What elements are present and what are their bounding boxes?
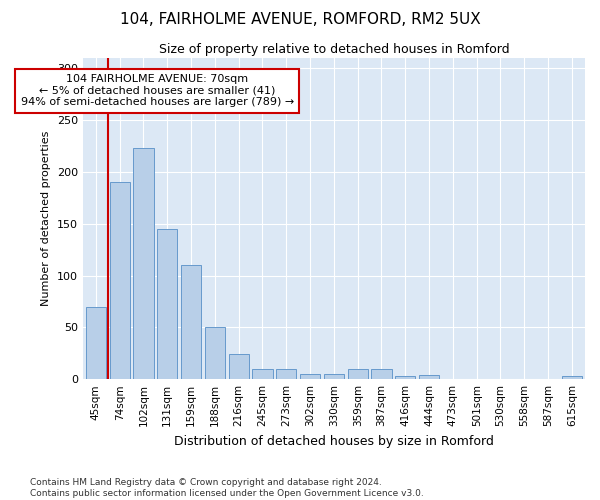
Bar <box>347 369 368 379</box>
Y-axis label: Number of detached properties: Number of detached properties <box>41 131 51 306</box>
Bar <box>86 306 106 379</box>
Bar <box>205 328 225 379</box>
Bar <box>229 354 249 379</box>
Bar <box>110 182 130 379</box>
Title: Size of property relative to detached houses in Romford: Size of property relative to detached ho… <box>158 42 509 56</box>
Bar <box>181 265 201 379</box>
Bar <box>276 369 296 379</box>
Bar <box>253 369 272 379</box>
Text: Contains HM Land Registry data © Crown copyright and database right 2024.
Contai: Contains HM Land Registry data © Crown c… <box>30 478 424 498</box>
Bar <box>371 369 392 379</box>
Bar <box>300 374 320 379</box>
Bar <box>157 229 178 379</box>
Bar <box>419 375 439 379</box>
Text: 104 FAIRHOLME AVENUE: 70sqm
← 5% of detached houses are smaller (41)
94% of semi: 104 FAIRHOLME AVENUE: 70sqm ← 5% of deta… <box>20 74 294 108</box>
Text: 104, FAIRHOLME AVENUE, ROMFORD, RM2 5UX: 104, FAIRHOLME AVENUE, ROMFORD, RM2 5UX <box>119 12 481 28</box>
Bar <box>133 148 154 379</box>
Bar <box>395 376 415 379</box>
Bar <box>562 376 582 379</box>
Bar <box>324 374 344 379</box>
X-axis label: Distribution of detached houses by size in Romford: Distribution of detached houses by size … <box>174 434 494 448</box>
